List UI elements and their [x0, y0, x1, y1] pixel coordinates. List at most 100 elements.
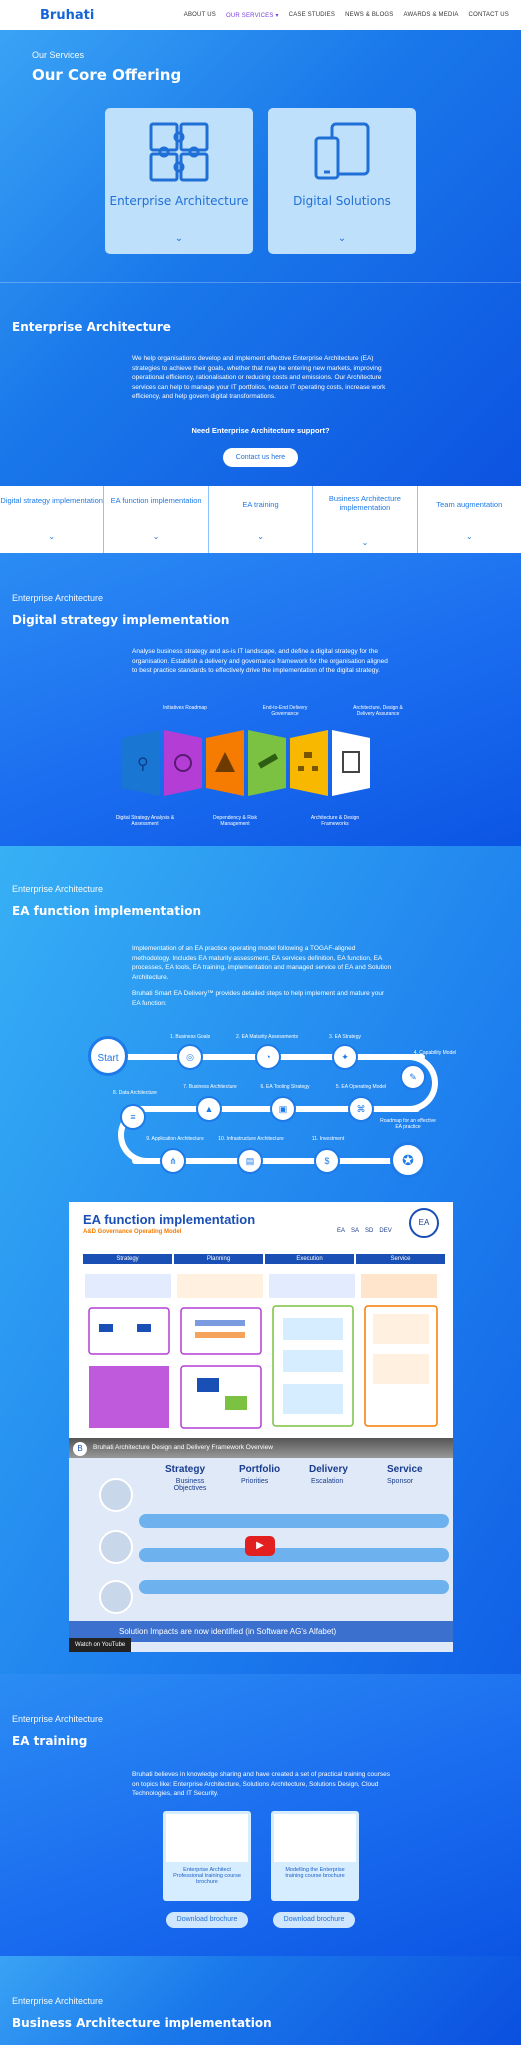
start-node: Start — [88, 1036, 128, 1076]
video-sub: Escalation — [311, 1478, 344, 1485]
contact-button[interactable]: Contact us here — [223, 448, 298, 467]
layer-band — [139, 1514, 449, 1528]
tab-team-augmentation[interactable]: Team augmentation ⌄ — [418, 486, 521, 553]
chevron-down-icon: ⌄ — [257, 532, 264, 541]
ea-function-section: Enterprise Architecture EA function impl… — [0, 846, 521, 1674]
tab-label: EA training — [242, 500, 279, 509]
layer-band — [139, 1548, 449, 1562]
service-tabs: Digital strategy implementation ⌄ EA func… — [0, 486, 521, 553]
brochure-caption: Enterprise Architect Professional traini… — [173, 1867, 241, 1885]
card-enterprise-architecture[interactable]: Enterprise Architecture ⌄ — [105, 108, 253, 254]
training-body: Bruhati believes in knowledge sharing an… — [132, 1771, 390, 1797]
dsi-body: Analyse business strategy and as-is IT l… — [132, 648, 388, 674]
top-nav: Bruhati ABOUT US OUR SERVICES ▾ CASE STU… — [0, 0, 521, 30]
chevron-down-icon: ⌄ — [152, 532, 160, 541]
business-architecture-section: Enterprise Architecture Business Archite… — [0, 1956, 521, 2045]
card-digital-solutions[interactable]: Digital Solutions ⌄ — [268, 108, 416, 254]
nav-contact[interactable]: CONTACT US — [468, 11, 509, 18]
app-tree-icon: ⋔ — [160, 1148, 186, 1174]
tab-label: Team augmentation — [436, 500, 503, 509]
governance-model-diagram: EA function implementation A&D Governanc… — [69, 1202, 453, 1448]
devices-icon — [314, 122, 370, 180]
role-ea: EA — [337, 1228, 346, 1234]
video-caption: Solution Impacts are now identified (in … — [69, 1621, 453, 1642]
gauge-icon: ◔ — [255, 1044, 281, 1070]
tab-ea-function[interactable]: EA function implementation ⌄ — [104, 486, 209, 553]
dsi-top-label: End-to-End Delivery Governance — [262, 705, 308, 717]
brochure-card[interactable]: Modelling the Enterprise training course… — [271, 1811, 359, 1901]
compass-icon — [174, 754, 192, 772]
brochure-thumbnail — [166, 1814, 248, 1862]
dsi-top-label: Initiatives Roadmap — [163, 705, 207, 711]
hero-title: Our Core Offering — [32, 66, 182, 84]
dsi-bottom-label: Digital Strategy Analysis & Assessment — [115, 815, 175, 827]
investment-icon: $ — [314, 1148, 340, 1174]
brochure-thumbnail — [274, 1814, 356, 1862]
nav-services[interactable]: OUR SERVICES ▾ — [225, 12, 279, 19]
video-col: Portfolio — [239, 1464, 281, 1475]
nav-case-studies[interactable]: CASE STUDIES — [288, 11, 336, 18]
gavel-icon — [257, 753, 279, 769]
database-icon: ≡ — [120, 1104, 146, 1130]
watch-on-youtube-button[interactable]: Watch on YouTube — [69, 1638, 132, 1652]
avatar — [99, 1478, 133, 1512]
role-sa: SA — [351, 1228, 360, 1234]
tab-business-architecture[interactable]: Business Architecture implementation ⌄ — [313, 486, 418, 553]
nav-news[interactable]: NEWS & BLOGS — [345, 11, 394, 18]
puzzle-icon — [149, 122, 209, 182]
brand-logo[interactable]: Bruhati — [40, 7, 95, 23]
step-label: 4. Capability Model — [413, 1050, 457, 1056]
hero-section: Our Services Our Core Offering Enterpris… — [0, 30, 521, 553]
step-label: 7. Business Architecture — [183, 1084, 237, 1090]
lane-header: Strategy — [83, 1254, 172, 1264]
diagram-subtitle: A&D Governance Operating Model — [83, 1229, 182, 1235]
nav-awards[interactable]: AWARDS & MEDIA — [403, 11, 459, 18]
step-label: 11. Investment — [311, 1136, 345, 1142]
tab-digital-strategy[interactable]: Digital strategy implementation ⌄ — [0, 486, 105, 553]
tab-label: EA function implementation — [110, 496, 202, 505]
chevron-down-icon: ⌄ — [337, 233, 347, 244]
video-sub: Business Objectives — [173, 1478, 207, 1492]
download-brochure-button[interactable]: Download brochure — [166, 1912, 248, 1928]
tab-label: Business Architecture implementation — [328, 494, 401, 512]
nav-links: ABOUT US OUR SERVICES ▾ CASE STUDIES NEW… — [184, 12, 509, 19]
video-col: Delivery — [309, 1464, 348, 1475]
target-icon: ◎ — [177, 1044, 203, 1070]
strategy-flow-diagram: ⚲ — [122, 730, 370, 796]
ea-badge-icon: EA — [409, 1208, 439, 1238]
framework-video[interactable]: Bruhati Architecture Design and Delivery… — [69, 1438, 453, 1652]
ea-title: Enterprise Architecture — [12, 320, 171, 334]
download-brochure-button[interactable]: Download brochure — [273, 1912, 355, 1928]
step-label: 1. Business Goals — [169, 1034, 211, 1040]
diagram-title: EA function implementation — [83, 1212, 256, 1227]
nav-about[interactable]: ABOUT US — [183, 11, 216, 18]
step-label: 2. EA Maturity Assessments — [236, 1034, 298, 1040]
step-label: 8. Data Architecture — [113, 1090, 157, 1096]
step-label: 5. EA Operating Model — [335, 1084, 387, 1090]
lightbulb-icon: ✦ — [332, 1044, 358, 1070]
video-col: Strategy — [165, 1464, 206, 1475]
card-label: Digital Solutions — [293, 194, 391, 208]
hierarchy-icon — [298, 752, 318, 771]
video-title-bar: Bruhati Architecture Design and Delivery… — [69, 1438, 453, 1458]
chevron-down-icon: ⌄ — [361, 538, 369, 547]
efi-body-1: Implementation of an EA practice operati… — [132, 945, 392, 981]
tab-ea-training[interactable]: EA training ⌄ — [209, 486, 314, 553]
dsi-bottom-label: Architecture & Design Frameworks — [310, 815, 360, 827]
medal-icon: ✪ — [390, 1142, 426, 1178]
ea-body: We help organisations develop and implem… — [132, 355, 386, 400]
efi-body-2: Bruhati Smart EA Delivery™ provides deta… — [132, 990, 385, 1007]
video-col: Service — [387, 1464, 423, 1475]
dsi-eyebrow: Enterprise Architecture — [12, 593, 104, 603]
brochure-card[interactable]: Enterprise Architect Professional traini… — [163, 1811, 251, 1901]
chevron-down-icon: ⌄ — [465, 532, 473, 541]
card-label: Enterprise Architecture — [109, 194, 249, 208]
lane-header: Planning — [174, 1254, 263, 1264]
training-eyebrow: Enterprise Architecture — [12, 1714, 104, 1724]
ea-training-section: Enterprise Architecture EA training Bruh… — [0, 1674, 521, 1956]
ruler-icon: ✎ — [400, 1064, 426, 1090]
efi-title: EA function implementation — [12, 904, 202, 918]
play-button[interactable]: ▶ — [245, 1536, 275, 1556]
pyramid-icon: ▲ — [196, 1096, 222, 1122]
channel-avatar: B — [73, 1442, 87, 1456]
